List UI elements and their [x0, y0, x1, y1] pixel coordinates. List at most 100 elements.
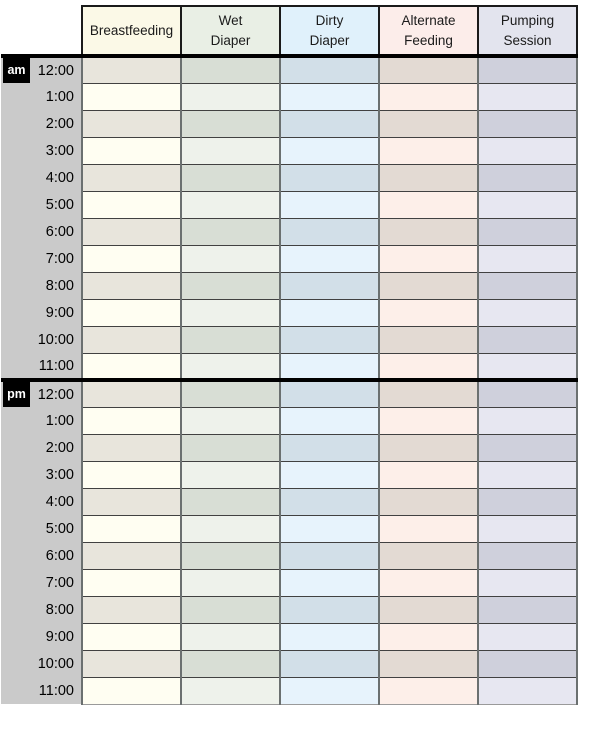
log-cell-breastfeeding-am-1200: [81, 56, 182, 84]
log-row-pm-1100: 11:00: [1, 677, 578, 705]
log-row-am-200: 2:00: [1, 110, 578, 138]
time-cell-pm-900: 9:00: [1, 623, 82, 650]
log-cell-alternate-feeding-am-400: [378, 164, 479, 192]
log-row-am-1000: 10:00: [1, 326, 578, 354]
log-cell-pumping-session-pm-1000: [477, 650, 578, 678]
log-cell-wet-diaper-pm-200: [180, 434, 281, 462]
log-cell-alternate-feeding-am-1200: [378, 56, 479, 84]
log-cell-breastfeeding-am-600: [81, 218, 182, 246]
column-header-alternate-feeding: Alternate Feeding: [378, 5, 479, 58]
log-row-am-900: 9:00: [1, 299, 578, 327]
log-cell-pumping-session-am-200: [477, 110, 578, 138]
log-row-pm-1200: pm 12:00: [1, 378, 578, 408]
log-cell-dirty-diaper-am-100: [279, 83, 380, 111]
log-row-am-600: 6:00: [1, 218, 578, 246]
log-cell-breastfeeding-am-200: [81, 110, 182, 138]
time-label: 5:00: [45, 196, 74, 213]
log-cell-wet-diaper-am-100: [180, 83, 281, 111]
log-cell-pumping-session-pm-1200: [477, 378, 578, 408]
log-cell-dirty-diaper-am-300: [279, 137, 380, 165]
log-row-pm-400: 4:00: [1, 488, 578, 516]
log-cell-alternate-feeding-pm-1100: [378, 677, 479, 705]
log-row-pm-900: 9:00: [1, 623, 578, 651]
log-cell-wet-diaper-pm-800: [180, 596, 281, 624]
log-cell-dirty-diaper-am-900: [279, 299, 380, 327]
log-cell-dirty-diaper-pm-400: [279, 488, 380, 516]
log-cell-dirty-diaper-pm-900: [279, 623, 380, 651]
log-cell-dirty-diaper-pm-1200: [279, 378, 380, 408]
log-cell-alternate-feeding-am-1100: [378, 353, 479, 381]
log-cell-alternate-feeding-am-600: [378, 218, 479, 246]
log-cell-alternate-feeding-am-1000: [378, 326, 479, 354]
log-cell-alternate-feeding-pm-1200: [378, 378, 479, 408]
log-cell-wet-diaper-am-1100: [180, 353, 281, 381]
log-row-pm-500: 5:00: [1, 515, 578, 543]
log-row-am-400: 4:00: [1, 164, 578, 192]
column-header-label: Alternate Feeding: [401, 12, 456, 48]
time-cell-pm-300: 3:00: [1, 461, 82, 488]
log-cell-alternate-feeding-pm-1000: [378, 650, 479, 678]
time-label: 8:00: [45, 601, 74, 618]
time-cell-pm-1000: 10:00: [1, 650, 82, 677]
column-header-pumping-session: Pumping Session: [477, 5, 578, 58]
column-header-label: Dirty Diaper: [309, 12, 350, 48]
log-cell-pumping-session-pm-900: [477, 623, 578, 651]
log-cell-alternate-feeding-pm-900: [378, 623, 479, 651]
log-cell-pumping-session-am-900: [477, 299, 578, 327]
time-label: 7:00: [45, 574, 74, 591]
log-row-am-700: 7:00: [1, 245, 578, 273]
log-cell-pumping-session-pm-800: [477, 596, 578, 624]
time-label: 2:00: [45, 439, 74, 456]
time-cell-pm-700: 7:00: [1, 569, 82, 596]
log-cell-breastfeeding-am-1100: [81, 353, 182, 381]
time-label: 10:00: [37, 655, 74, 672]
log-cell-breastfeeding-am-900: [81, 299, 182, 327]
log-row-pm-300: 3:00: [1, 461, 578, 489]
log-cell-wet-diaper-pm-700: [180, 569, 281, 597]
column-header-label: Wet Diaper: [210, 12, 251, 48]
log-row-am-100: 1:00: [1, 83, 578, 111]
log-row-am-800: 8:00: [1, 272, 578, 300]
log-cell-dirty-diaper-am-1000: [279, 326, 380, 354]
log-cell-breastfeeding-am-100: [81, 83, 182, 111]
log-cell-dirty-diaper-am-400: [279, 164, 380, 192]
log-cell-pumping-session-pm-600: [477, 542, 578, 570]
log-cell-alternate-feeding-pm-300: [378, 461, 479, 489]
time-label: 11:00: [38, 682, 74, 699]
time-label: 6:00: [45, 547, 74, 564]
time-label: 4:00: [45, 493, 74, 510]
time-label: 5:00: [45, 520, 74, 537]
log-cell-pumping-session-am-600: [477, 218, 578, 246]
log-cell-pumping-session-am-700: [477, 245, 578, 273]
log-cell-pumping-session-pm-1100: [477, 677, 578, 705]
time-label: 8:00: [45, 277, 74, 294]
time-label: 10:00: [37, 331, 74, 348]
corner-cell: [1, 6, 82, 58]
column-header-wet-diaper: Wet Diaper: [180, 5, 281, 58]
log-row-pm-200: 2:00: [1, 434, 578, 462]
am-badge: am: [3, 58, 30, 83]
log-row-am-500: 5:00: [1, 191, 578, 219]
log-cell-dirty-diaper-pm-500: [279, 515, 380, 543]
log-cell-breastfeeding-pm-1200: [81, 378, 182, 408]
log-cell-alternate-feeding-pm-100: [378, 407, 479, 435]
log-row-am-1200: am 12:00: [1, 56, 578, 84]
log-cell-wet-diaper-am-600: [180, 218, 281, 246]
log-cell-wet-diaper-pm-100: [180, 407, 281, 435]
time-cell-am-1200: am 12:00: [1, 56, 82, 83]
log-cell-alternate-feeding-pm-600: [378, 542, 479, 570]
time-cell-pm-400: 4:00: [1, 488, 82, 515]
log-cell-breastfeeding-pm-200: [81, 434, 182, 462]
log-cell-wet-diaper-pm-900: [180, 623, 281, 651]
log-cell-wet-diaper-pm-1100: [180, 677, 281, 705]
column-header-breastfeeding: Breastfeeding: [81, 5, 182, 58]
log-cell-wet-diaper-pm-1000: [180, 650, 281, 678]
time-label: 3:00: [45, 142, 74, 159]
log-cell-dirty-diaper-pm-1100: [279, 677, 380, 705]
log-cell-wet-diaper-am-200: [180, 110, 281, 138]
log-cell-wet-diaper-am-300: [180, 137, 281, 165]
time-label: 11:00: [38, 357, 74, 374]
log-cell-breastfeeding-pm-700: [81, 569, 182, 597]
time-cell-am-100: 1:00: [1, 83, 82, 110]
log-row-pm-800: 8:00: [1, 596, 578, 624]
